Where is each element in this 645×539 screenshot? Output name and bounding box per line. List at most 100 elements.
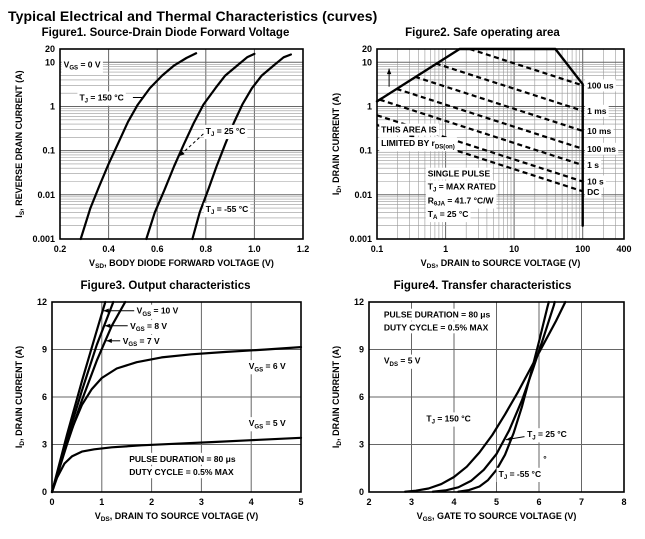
y-axis-title: ID, DRAIN CURRENT (A) (14, 346, 26, 448)
x-tick-label: 3 (199, 497, 204, 507)
y-tick-label: 0.001 (32, 234, 55, 244)
annotation-1-s: 1 s (587, 160, 599, 170)
curve-tj-25-c (145, 52, 256, 241)
annotation-duty-cycle-0-5-max: DUTY CYCLE = 0.5% MAX (129, 467, 234, 477)
curve-100-ms (396, 87, 584, 150)
curve-1-s (379, 98, 584, 167)
curve-100-us (469, 47, 584, 87)
figure2-panel: Figure2. Safe operating area 100 us 1 ms 1… (329, 26, 636, 273)
x-tick-label: 2 (149, 497, 154, 507)
y-axis-title: IS, REVERSE DRAIN CURRENT (A) (14, 70, 26, 217)
leader-arrowhead (104, 323, 111, 328)
annotation-this-area-is: THIS AREA IS (381, 125, 437, 135)
x-tick-label: 1 (99, 497, 104, 507)
figure1-title: Figure1. Source-Drain Diode Forward Volt… (41, 27, 290, 39)
y-tick-label: 12 (354, 297, 364, 307)
annotation-single-pulse: SINGLE PULSE (428, 169, 491, 179)
annotation-tj-55-c: TJ = -55 °C (499, 469, 541, 481)
x-tick-label: 0.6 (151, 244, 164, 254)
annotation-bg (381, 308, 493, 321)
curve-vgs-5-v (50, 436, 303, 494)
annotation-bg (120, 334, 162, 349)
figure4-panel: Figure4. Transfer characteristics PULSE … (329, 279, 636, 526)
annotation-bg (585, 186, 602, 199)
x-axis-title: VDS, DRAIN TO SOURCE VOLTAGE (V) (95, 511, 259, 523)
annotation-bg (381, 354, 423, 369)
annotation-bg (379, 137, 457, 152)
curve-vgs-6-v (50, 345, 303, 494)
figure3-chart: VGS = 10 V VGS = 8 V VGS = 7 V VGS = 6 V VGS… (14, 297, 304, 523)
y-tick-label: 10 (45, 57, 55, 67)
y-tick-label: 3 (42, 440, 47, 450)
annotation-ta-25-c: TA = 25 °C (428, 209, 469, 221)
annotation-10-ms: 10 ms (587, 126, 611, 136)
y-tick-label: 0.1 (42, 146, 55, 156)
annotation-bg (203, 124, 248, 140)
figure2-chart: 100 us 1 ms 10 ms 100 ms 1 s 10 sDC THIS AREA … (331, 44, 632, 270)
y-tick-label: 0.01 (354, 190, 372, 200)
figure1-panel: Figure1. Source-Drain Diode Forward Volt… (12, 26, 319, 273)
curve-tj-25-c (431, 300, 556, 493)
plot-frame (51, 301, 302, 493)
y-tick-label: 0.1 (359, 146, 372, 156)
annotation-vgs-8-v: VGS = 8 V (130, 321, 167, 333)
figure4-chart: PULSE DURATION = 80 μs DUTY CYCLE = 0.5% … (331, 297, 627, 523)
annotation-vgs-10-v: VGS = 10 V (137, 306, 179, 318)
leader-arrowhead (103, 308, 109, 313)
annotation-bg (425, 167, 493, 180)
x-axis-title: VGS, GATE TO SOURCE VOLTAGE (V) (417, 511, 577, 523)
y-tick-label: 1 (367, 101, 372, 111)
annotation-10-s: 10 s (587, 177, 604, 187)
x-tick-label: 0 (49, 497, 54, 507)
x-tick-label: 5 (298, 497, 303, 507)
x-tick-label: 0.2 (54, 244, 67, 254)
annotation-vds-5-v: VDS = 5 V (384, 356, 421, 368)
annotation-tj-25-c: TJ = 25 °C (527, 429, 567, 441)
figure2-title: Figure2. Safe operating area (405, 27, 560, 39)
annotation-bg (246, 360, 288, 375)
leader-arrowhead (505, 436, 512, 441)
annotation-bg (525, 428, 569, 443)
x-axis-title: VSD, BODY DIODE FORWARD VOLTAGE (V) (89, 258, 274, 270)
annotation-pulse-duration-80-s: PULSE DURATION = 80 μs (384, 310, 491, 320)
annotation-tj-150-c: TJ = 150 °C (426, 413, 470, 425)
annotation-bg (585, 124, 614, 137)
x-tick-label: 7 (579, 497, 584, 507)
annotation-vgs-7-v: VGS = 7 V (123, 336, 160, 348)
x-tick-label: 2 (366, 497, 371, 507)
annotation-pulse-duration-80-s: PULSE DURATION = 80 μs (129, 454, 236, 464)
plot-frame (368, 301, 625, 493)
x-tick-label: 5 (494, 497, 499, 507)
annotation-bg (425, 194, 497, 209)
y-axis-title: ID, DRAIN CURRENT (A) (331, 93, 343, 195)
leader-arrowhead (179, 150, 185, 157)
x-tick-label: 100 (575, 244, 590, 254)
annotation-bg (585, 104, 609, 117)
x-tick-label: 1.2 (297, 244, 310, 254)
annotation-bg (425, 207, 471, 223)
annotation-vgs-6-v: VGS = 6 V (249, 361, 286, 373)
plot-frame (376, 48, 625, 240)
annotation-bg (425, 180, 498, 195)
annotation-bg (381, 321, 491, 334)
x-tick-label: 400 (616, 244, 631, 254)
y-tick-label: 9 (359, 345, 364, 355)
y-tick-label: 0 (42, 487, 47, 497)
x-tick-label: 1.0 (248, 244, 261, 254)
y-tick-label: 20 (45, 44, 55, 54)
annotation-100-ms: 100 ms (587, 144, 616, 154)
x-tick-label: 6 (536, 497, 541, 507)
annotation-tj-max-rated: TJ = MAX RATED (428, 181, 496, 193)
x-tick-label: 4 (451, 497, 456, 507)
annotation-limited-by-rds-on: LIMITED BY rDS(on) (381, 138, 455, 150)
leader-arrowhead (386, 68, 392, 75)
curve-1-ms (435, 62, 584, 112)
annotation-bg (77, 91, 126, 106)
figure3-title: Figure3. Output characteristics (80, 280, 251, 292)
annotation-bg (585, 159, 602, 172)
x-tick-label: 10 (509, 244, 519, 254)
annotation-bg (379, 123, 440, 136)
annotation-bg (127, 452, 238, 465)
annotation-vgs-5-v: VGS = 5 V (249, 418, 286, 430)
figure3-panel: Figure3. Output characteristics VGS = 10… (12, 279, 319, 526)
